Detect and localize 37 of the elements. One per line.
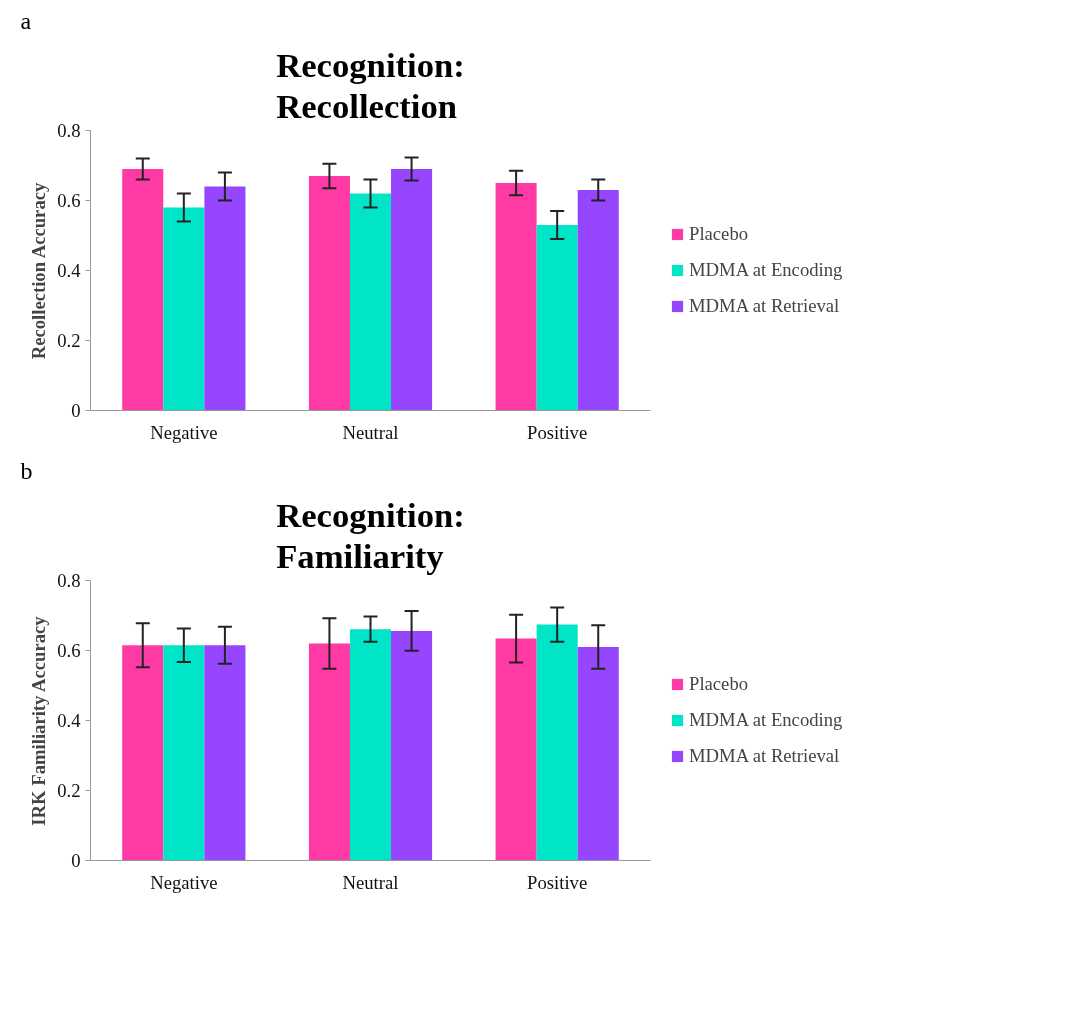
bar: [308, 176, 350, 411]
y-tick-label: 0.2: [57, 780, 81, 801]
legend-label: Placebo: [689, 673, 749, 695]
chart-title: Recognition: Familiarity: [276, 495, 465, 576]
x-tick-label: Neutral: [342, 421, 399, 443]
text: a: [20, 7, 32, 34]
bar: [163, 207, 205, 411]
bar: [391, 169, 433, 411]
y-tick-label: 0.6: [57, 190, 81, 211]
text: b: [20, 457, 33, 484]
x-tick-label: Neutral: [342, 871, 399, 893]
bar: [349, 193, 392, 411]
legend-label: MDMA at Retrieval: [689, 745, 840, 767]
bar: [495, 183, 537, 411]
chart-title: Recognition: Recollection: [276, 45, 465, 126]
legend-label: Placebo: [689, 223, 749, 245]
y-tick-label: 0.2: [57, 330, 81, 351]
x-tick-label: Positive: [527, 871, 588, 893]
y-tick-label: 0.8: [57, 120, 81, 141]
y-tick-label: 0.4: [57, 710, 82, 731]
x-tick-label: Negative: [150, 871, 218, 893]
legend-label: MDMA at Encoding: [689, 709, 843, 731]
legend-label: MDMA at Encoding: [689, 259, 843, 281]
x-tick-label: Positive: [527, 421, 588, 443]
y-tick-label: 0: [71, 850, 81, 871]
bar: [122, 169, 164, 411]
y-tick-label: 0.8: [57, 570, 81, 591]
bar: [577, 190, 619, 411]
y-axis-title: Recollection Accuracy: [28, 182, 50, 360]
bar: [536, 225, 578, 411]
y-tick-label: 0.4: [57, 260, 82, 281]
legend-label: MDMA at Retrieval: [689, 295, 840, 317]
bar: [204, 186, 246, 411]
y-tick-label: 0.6: [57, 640, 81, 661]
x-tick-label: Negative: [150, 421, 218, 443]
y-axis-title: IRK Familiarity Accuracy: [28, 615, 50, 826]
y-tick-label: 0: [71, 400, 81, 421]
